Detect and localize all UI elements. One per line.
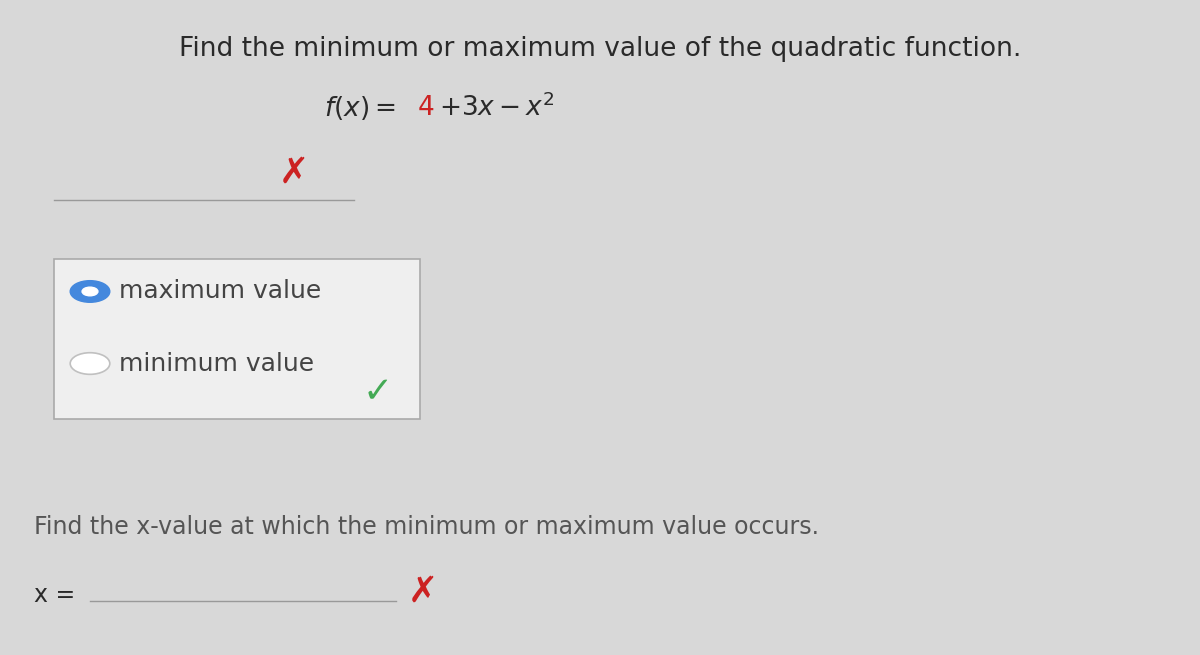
Text: ✗: ✗ — [278, 156, 310, 190]
Text: $f(x) = $: $f(x) = $ — [324, 94, 396, 122]
FancyBboxPatch shape — [54, 259, 420, 419]
Text: Find the x-value at which the minimum or maximum value occurs.: Find the x-value at which the minimum or… — [34, 515, 818, 539]
Text: Find the minimum or maximum value of the quadratic function.: Find the minimum or maximum value of the… — [179, 36, 1021, 62]
Text: ✗: ✗ — [408, 575, 438, 609]
Text: ✓: ✓ — [362, 375, 394, 409]
Text: x =: x = — [34, 583, 74, 607]
Circle shape — [70, 280, 110, 302]
Text: $4$: $4$ — [416, 95, 434, 121]
Text: minimum value: minimum value — [119, 352, 314, 375]
Text: maximum value: maximum value — [119, 280, 322, 303]
Circle shape — [70, 352, 110, 374]
Circle shape — [82, 287, 98, 296]
Text: $ + 3x - x^2$: $ + 3x - x^2$ — [439, 94, 554, 122]
